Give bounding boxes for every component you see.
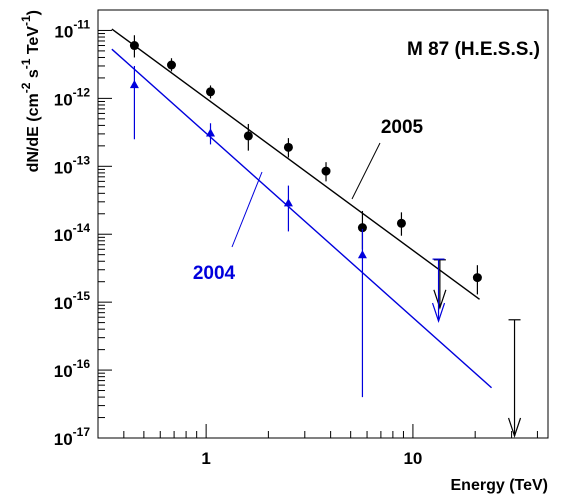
data-point-2005 (321, 166, 331, 176)
y-tick-label: 10-14 (54, 221, 91, 245)
y-tick-label: 10-15 (54, 289, 91, 313)
data-point-2004 (129, 80, 139, 89)
data-point-2004 (283, 198, 293, 207)
data-point-2005 (396, 218, 406, 228)
upper-limit-2004 (431, 258, 446, 324)
y-axis-title: dN/dE (cm-2 s-1 TeV-1) (19, 10, 42, 172)
data-point-2004 (206, 128, 216, 137)
y-tick-label: 10-16 (54, 357, 91, 381)
x-axis-title: Energy (TeV) (451, 477, 549, 494)
series-2005 (111, 28, 522, 438)
x-tick-label: 1 (201, 449, 210, 468)
data-point-2005 (166, 60, 176, 70)
chart-labels: 1 10 10-11 10-12 10-13 10-14 10-15 10-16 10-17 En… (19, 10, 548, 494)
data-point-2005 (357, 223, 367, 233)
series-label-2005: 2005 (381, 117, 424, 138)
down-arrow-icon (507, 417, 522, 438)
down-arrow-icon (431, 302, 446, 324)
series-label-2004: 2004 (193, 263, 236, 284)
upper-limit-2005 (433, 259, 447, 310)
plot-frame (97, 9, 549, 439)
data-point-2005 (206, 87, 216, 97)
data-point-2005 (283, 142, 293, 152)
fit-line-2004 (111, 48, 493, 389)
y-tick-label: 10-11 (54, 17, 90, 41)
data-point-2005 (129, 41, 139, 51)
x-tick-label: 10 (403, 449, 422, 468)
plot-title: M 87 (H.E.S.S.) (407, 39, 540, 60)
series-2004 (111, 48, 493, 398)
upper-limit-2005 (507, 319, 522, 438)
y-tick-label: 10-12 (54, 85, 91, 109)
y-tick-label: 10-13 (54, 153, 91, 177)
leader-line-2004 (231, 171, 263, 248)
down-arrow-icon (433, 289, 447, 310)
plot-axes (97, 9, 549, 439)
leader-line-2005 (351, 142, 381, 200)
data-point-2005 (472, 273, 482, 283)
data-point-2004 (357, 250, 367, 259)
data-point-2005 (243, 131, 253, 141)
fit-line-2005 (111, 28, 480, 300)
y-tick-label: 10-17 (54, 425, 91, 449)
data-marks (111, 28, 522, 438)
